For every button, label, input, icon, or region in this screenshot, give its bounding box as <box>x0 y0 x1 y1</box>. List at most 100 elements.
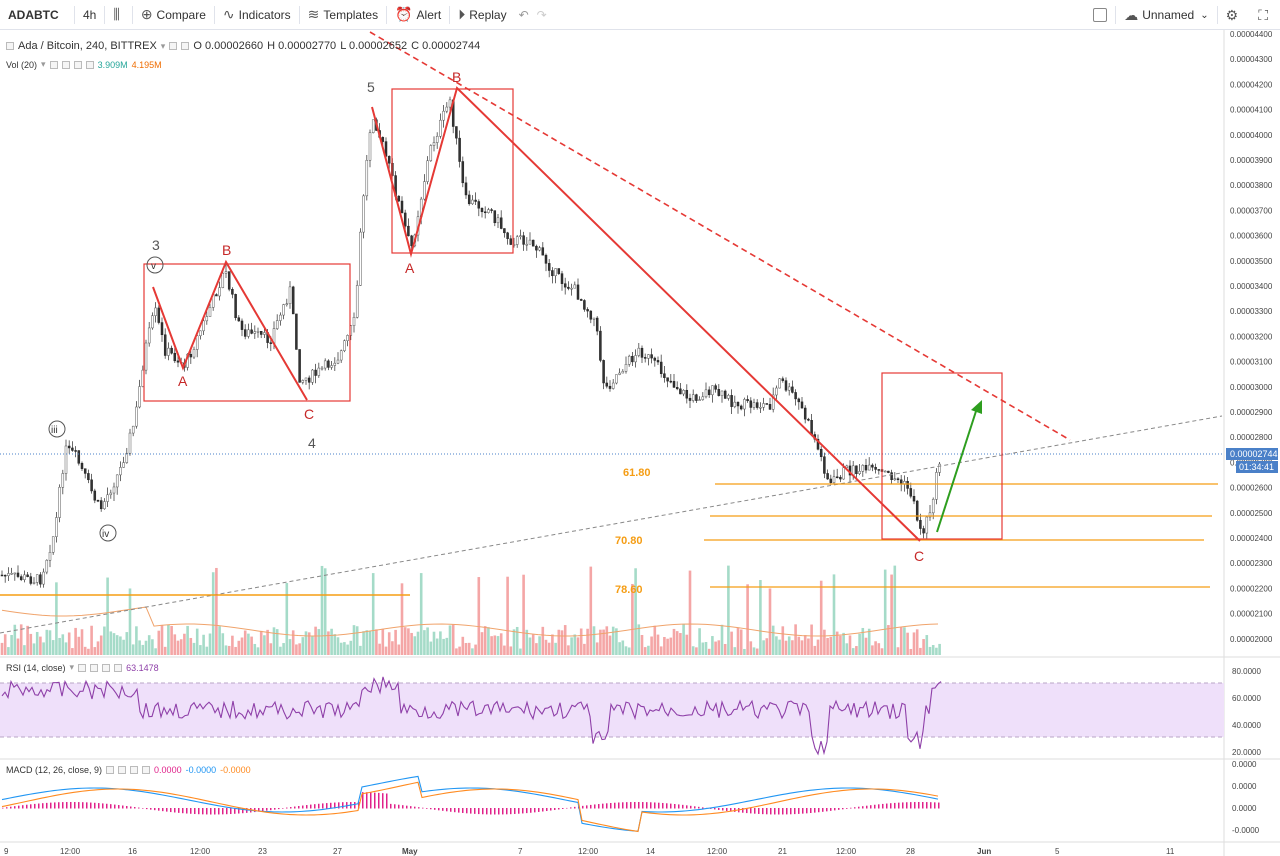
volume-bar <box>631 583 634 655</box>
volume-bar <box>125 632 129 655</box>
layout-name-button[interactable]: ☁ Unnamed ⌄ <box>1116 0 1216 30</box>
compare-button[interactable]: ⊕ Compare <box>133 0 214 30</box>
volume-bar <box>797 636 801 655</box>
macd-hist-bar <box>458 808 460 813</box>
close-icon[interactable] <box>130 766 139 774</box>
time-axis[interactable]: 9 12:00 16 12:00 23 27 May 7 12:00 14 12:00 21 12:00… <box>4 847 1175 856</box>
volume-bar <box>823 629 826 655</box>
rsi-axis[interactable]: 80.0000 60.0000 40.0000 20.0000 <box>1232 667 1261 757</box>
eye-icon[interactable] <box>78 663 87 672</box>
support-trendline[interactable] <box>0 415 1223 634</box>
candle-body <box>61 473 65 488</box>
price-tick-label: 0.00003900 <box>1230 156 1273 165</box>
macd-hist-bar <box>78 802 80 809</box>
candle-body <box>605 382 609 387</box>
pattern-box-3[interactable] <box>881 372 1003 540</box>
macd-hist-bar <box>178 808 180 813</box>
macd-hist-bar <box>574 806 576 809</box>
price-axis[interactable]: 0.00004400 0.00004300 0.00004200 0.00004100… <box>1230 30 1273 644</box>
settings-button[interactable]: ⚙ <box>1218 0 1251 30</box>
macd-axis[interactable]: 0.0000 0.0000 0.0000 -0.0000 <box>1232 760 1260 835</box>
candle-body <box>173 352 177 362</box>
eye-icon[interactable] <box>169 42 178 50</box>
macd-hist-bar <box>678 804 680 809</box>
templates-button[interactable]: ≋ Templates <box>300 0 386 30</box>
pattern-box-2[interactable] <box>391 88 514 254</box>
volume-bar <box>640 635 644 655</box>
macd-hist-bar <box>342 802 344 809</box>
candle-body <box>727 395 730 399</box>
eye-icon[interactable] <box>106 766 115 774</box>
candle-body <box>221 272 225 288</box>
macd-hist-bar <box>174 808 176 813</box>
alert-button[interactable]: ⏰ Alert <box>387 0 449 30</box>
macd-hist-bar <box>910 802 912 809</box>
macd-hist-bar <box>50 802 52 809</box>
candle-body <box>893 478 897 480</box>
candle-body <box>135 406 138 427</box>
candle-body <box>128 432 132 454</box>
close-icon[interactable] <box>73 60 82 69</box>
more-icon[interactable] <box>114 663 123 672</box>
divider <box>131 5 133 24</box>
time-tick-label: 12:00 <box>836 847 857 856</box>
fib-label-78: 78.60 <box>615 584 643 596</box>
settings-mini-icon[interactable] <box>181 42 190 50</box>
more-icon[interactable] <box>85 60 94 69</box>
redo-button[interactable]: ↷ <box>533 0 551 30</box>
abc-zigzag-1[interactable] <box>152 259 308 401</box>
volume-bar <box>781 626 785 655</box>
volume-bar <box>221 633 225 655</box>
symbol-search[interactable]: ADABTC <box>8 7 59 22</box>
candle-body <box>99 500 103 510</box>
chevron-down-icon[interactable]: ▾ <box>160 40 166 51</box>
rsi-line <box>1 676 942 756</box>
candle-body <box>794 392 797 400</box>
volume-bar <box>397 644 401 655</box>
price-tick-label: 0.00003100 <box>1230 358 1273 367</box>
settings-mini-icon[interactable] <box>61 60 70 69</box>
macd-hist-bar <box>598 804 600 809</box>
abc-zigzag-2[interactable] <box>371 86 921 542</box>
close-icon[interactable] <box>102 663 111 672</box>
candle-body <box>755 402 759 408</box>
candle-body <box>96 499 100 502</box>
settings-mini-icon[interactable] <box>118 766 127 774</box>
macd-hist-bar <box>506 808 508 815</box>
resistance-trendline[interactable] <box>369 31 1071 441</box>
candle-body <box>698 399 701 401</box>
rsi-legend: RSI (14, close) ▾ 63.1478 <box>6 662 159 673</box>
candle-body <box>381 137 385 142</box>
pattern-box-1[interactable] <box>143 263 351 402</box>
eye-icon[interactable] <box>49 60 58 69</box>
chevron-down-icon[interactable]: ▾ <box>41 59 46 69</box>
undo-button[interactable]: ↶ <box>515 0 533 30</box>
candle-body <box>160 322 164 336</box>
candle-body <box>743 399 746 410</box>
settings-mini-icon[interactable] <box>90 663 99 672</box>
price-tick-label: 0.00004100 <box>1230 106 1273 115</box>
chevron-down-icon: ⌄ <box>1200 9 1209 21</box>
fullscreen-button[interactable]: ⛶ <box>1250 0 1280 30</box>
chart-canvas[interactable]: 3 4 5 iii iv v A B C A B C 61.80 70.80 7… <box>0 30 1280 856</box>
multi-chart-layout-button[interactable] <box>1085 0 1115 30</box>
volume-bar <box>583 643 586 655</box>
volume-bar <box>400 583 404 655</box>
chevron-down-icon[interactable]: ▾ <box>69 662 75 672</box>
projection-arrow[interactable] <box>936 404 979 533</box>
more-icon[interactable] <box>142 766 151 774</box>
candle-body <box>487 209 490 213</box>
volume-bar <box>925 635 929 655</box>
collapse-icon[interactable] <box>6 42 14 50</box>
macd-hist-bar <box>14 806 16 809</box>
macd-hist-bar <box>514 808 516 814</box>
macd-tick-label: -0.0000 <box>1232 826 1260 835</box>
chart-style-button[interactable]: ⫼ <box>105 0 131 30</box>
indicators-button[interactable]: ∿ Indicators <box>215 0 299 30</box>
replay-button[interactable]: ⏵ Replay <box>450 0 514 30</box>
macd-hist-bar <box>230 808 232 815</box>
candle-body <box>39 574 42 585</box>
interval-button[interactable]: 4h <box>83 7 97 22</box>
volume-bar <box>80 629 84 655</box>
price-tick-label: 0.00003200 <box>1230 332 1273 341</box>
